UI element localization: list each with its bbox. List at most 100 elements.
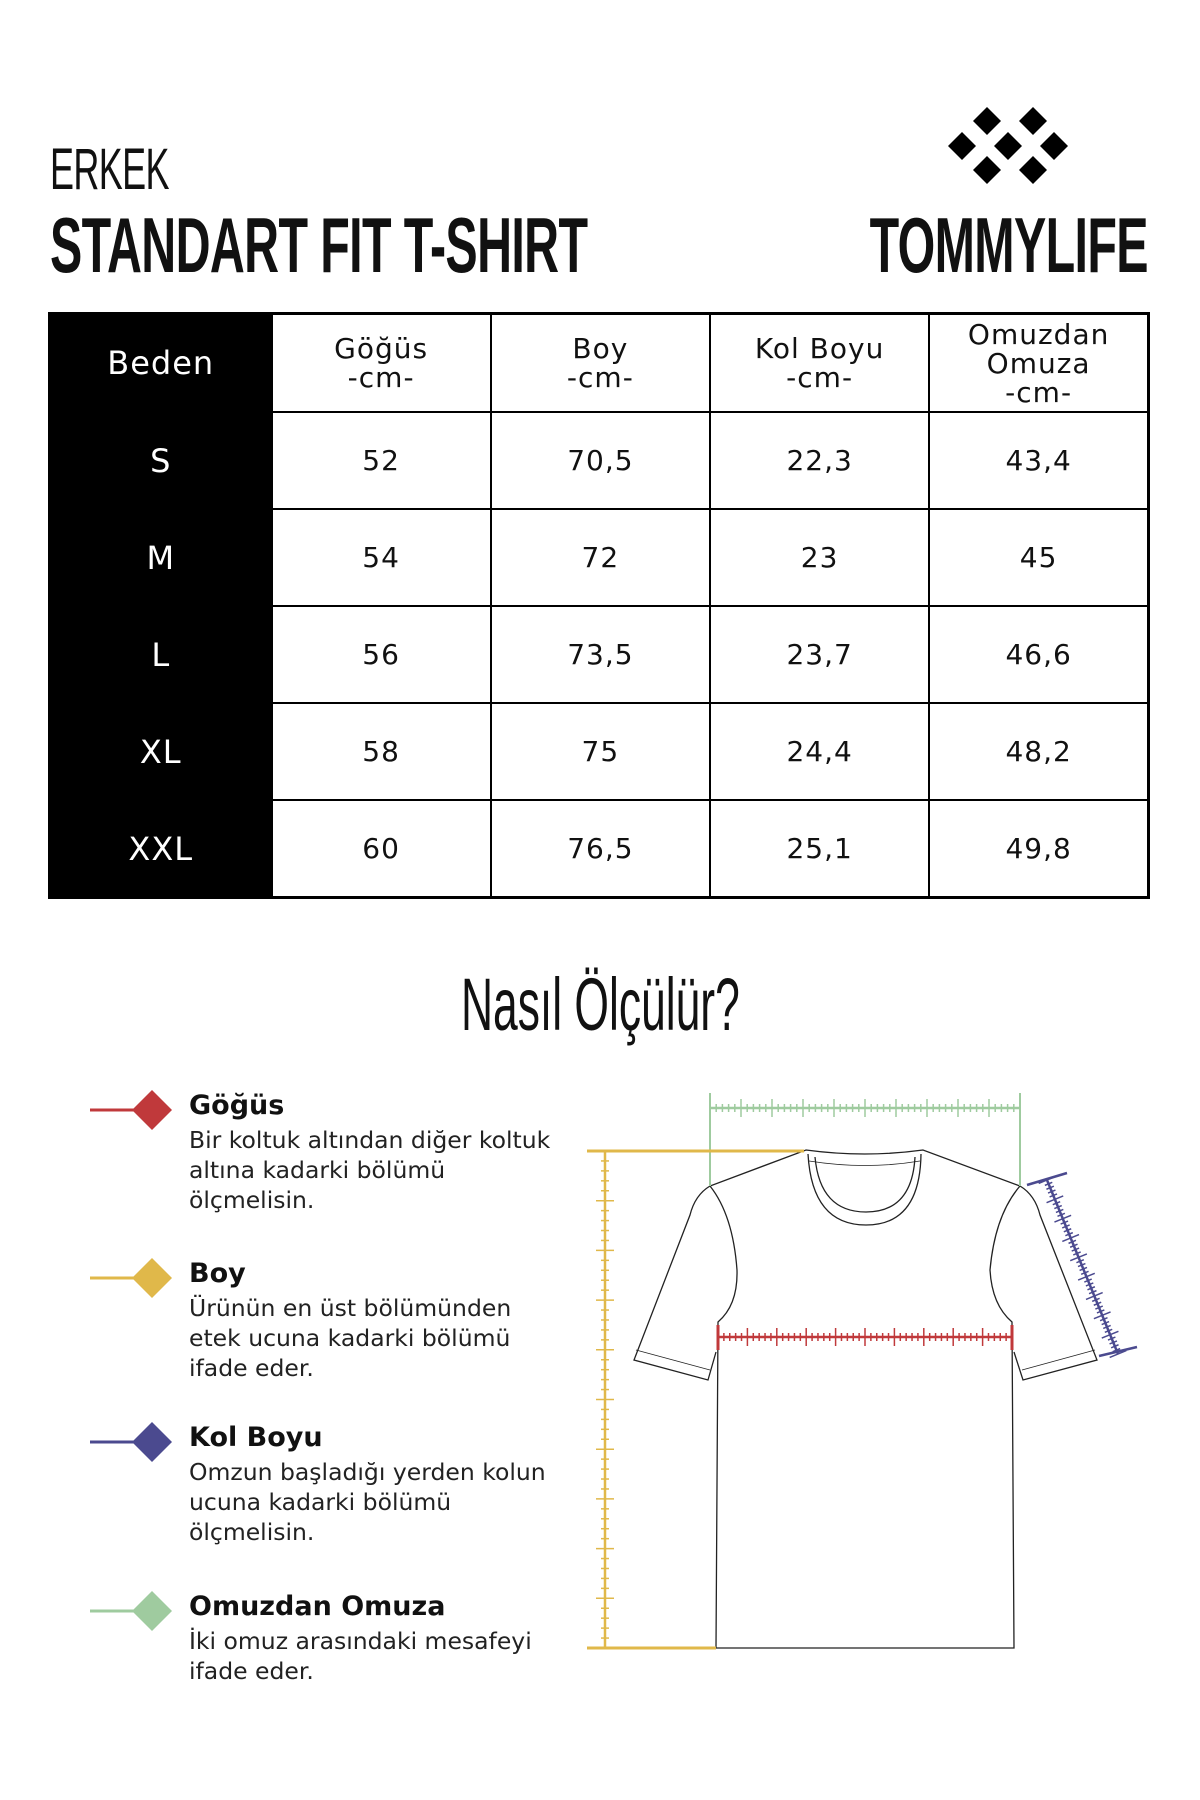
sleeve-ruler-tick [1038, 1175, 1056, 1185]
sleeve-ruler-tick [1101, 1320, 1110, 1326]
sleeve-ruler-tick [1079, 1266, 1088, 1272]
measurement-cell: 48,2 [928, 702, 1150, 801]
sleeve-ruler-tick [1093, 1311, 1111, 1320]
size-cell: L [48, 605, 273, 704]
measurement-cell: 75 [489, 702, 712, 801]
measurement-cell: 46,6 [928, 605, 1150, 704]
legend-item: Omuzdan Omuza İki omuz arasındaki mesafey… [189, 1591, 569, 1686]
legend-diamond-icon [132, 1258, 172, 1298]
sleeve-ruler-tick [1085, 1291, 1103, 1301]
size-table: Beden Göğüs -cm- Boy -cm- Kol Boyu -cm- Omu… [48, 312, 1150, 899]
measurement-cell: 73,5 [489, 605, 712, 704]
diamond-cluster-logo-icon [948, 107, 1068, 184]
legend-title: Kol Boyu [189, 1422, 323, 1453]
sleeve-ruler-tick [1087, 1286, 1096, 1291]
measurement-cell: 25,1 [708, 799, 931, 899]
measurement-cell: 60 [270, 799, 492, 899]
legend-item: Kol Boyu Omzun başladığı yerden kolun ucu… [189, 1422, 569, 1547]
guide-title: Nasıl Ölçülür? [460, 963, 740, 1046]
sleeve-ruler-tick [1072, 1251, 1081, 1256]
subtitle: ERKEK [50, 137, 169, 202]
sleeve-ruler-tick [1062, 1233, 1080, 1243]
measurement-cell: 72 [489, 508, 712, 607]
measurement-cell: 52 [270, 411, 492, 510]
sleeve-ruler-tick [1044, 1181, 1053, 1187]
sleeve-ruler-tick [1077, 1262, 1086, 1268]
legend-description: Ürünün en üst bölümünden etek ucuna kada… [189, 1294, 512, 1382]
sleeve-ruler-tick [1085, 1282, 1094, 1287]
sleeve-ruler-tick [1107, 1336, 1116, 1341]
legend-description: İki omuz arasındaki mesafeyi ifade eder. [189, 1627, 532, 1685]
measurement-cell: 22,3 [708, 411, 931, 510]
table-header-row: Beden Göğüs -cm- Boy -cm- Kol Boyu -cm- Omu… [48, 312, 1150, 413]
sleeve-ruler-tick [1104, 1328, 1113, 1334]
page-title: STANDART FIT T-SHIRT [50, 201, 588, 289]
size-cell: XL [48, 702, 273, 801]
sleeve-ruler-tick [1055, 1208, 1064, 1214]
sleeve-guide [1026, 1171, 1068, 1187]
sleeve-ruler-tick [1046, 1195, 1064, 1204]
measurement-cell: 56 [270, 605, 492, 704]
sleeve-ruler-tick [1047, 1189, 1056, 1194]
column-header: Boy -cm- [489, 312, 712, 413]
legend-diamond-icon [132, 1422, 172, 1462]
table-row: XL 58 75 24,4 48,2 [48, 702, 1150, 801]
sleeve-ruler-tick [1068, 1239, 1077, 1245]
legend-item: Boy Ürünün en üst bölümünden etek ucuna k… [189, 1258, 569, 1383]
legend-title: Boy [189, 1258, 246, 1289]
table-row: XXL 60 76,5 25,1 49,8 [48, 799, 1150, 899]
legend-description: Omzun başladığı yerden kolun ucuna kadar… [189, 1458, 546, 1546]
brand-name: TOMMYLIFE [869, 201, 1149, 289]
measurement-cell: 76,5 [489, 799, 712, 899]
sleeve-ruler-tick [1076, 1258, 1085, 1264]
column-header: Kol Boyu -cm- [708, 312, 931, 413]
legend-item: Göğüs Bir koltuk altından diğer koltuk al… [189, 1090, 569, 1215]
tshirt-outline [633, 1149, 1098, 1649]
legend-title: Omuzdan Omuza [189, 1591, 446, 1622]
size-cell: S [48, 411, 273, 510]
sleeve-ruler-tick [1046, 1185, 1055, 1190]
sleeve-ruler-tick [1060, 1220, 1069, 1225]
sleeve-ruler-tick [1102, 1324, 1111, 1330]
sleeve-ruler-tick [1110, 1344, 1119, 1349]
sleeve-ruler-tick [1071, 1247, 1080, 1252]
sleeve-ruler-tick [1054, 1204, 1063, 1210]
measurement-cell: 49,8 [928, 799, 1150, 899]
sleeve-ruler-tick [1069, 1243, 1078, 1248]
legend-description: Bir koltuk altından diğer koltuk altına … [189, 1126, 551, 1214]
sleeve-ruler-tick [1091, 1297, 1100, 1303]
measurement-cell: 43,4 [928, 411, 1150, 510]
measurement-cell: 70,5 [489, 411, 712, 510]
sleeve-ruler [1045, 1179, 1120, 1355]
sleeve-ruler-tick [1084, 1278, 1093, 1283]
measurement-cell: 23 [708, 508, 931, 607]
legend-diamond-icon [132, 1090, 172, 1130]
sleeve-ruler-tick [1096, 1309, 1105, 1314]
sleeve-ruler-tick [1052, 1200, 1061, 1206]
size-cell: M [48, 508, 273, 607]
measurement-cell: 45 [928, 508, 1150, 607]
sleeve-ruler-tick [1061, 1224, 1070, 1229]
sleeve-ruler-tick [1101, 1330, 1119, 1339]
column-header: Göğüs -cm- [270, 312, 492, 413]
sleeve-ruler-tick [1093, 1301, 1102, 1306]
sleeve-ruler-tick [1054, 1214, 1072, 1223]
measurement-cell: 54 [270, 508, 492, 607]
size-cell: XXL [48, 799, 273, 899]
column-header: Beden [48, 312, 273, 413]
table-row: M 54 72 23 45 [48, 508, 1150, 607]
sleeve-ruler-tick [1080, 1270, 1089, 1276]
measurement-cell: 58 [270, 702, 492, 801]
sleeve-ruler-tick [1109, 1340, 1118, 1345]
measurement-cell: 24,4 [708, 702, 931, 801]
sleeve-ruler-tick [1069, 1253, 1088, 1262]
table-row: L 56 73,5 23,7 46,6 [48, 605, 1150, 704]
sleeve-ruler-tick [1049, 1193, 1058, 1198]
sleeve-ruler-tick [1088, 1289, 1097, 1295]
sleeve-ruler-tick [1063, 1228, 1072, 1233]
sleeve-ruler-tick [1095, 1305, 1104, 1310]
sleeve-ruler-tick [1099, 1316, 1108, 1322]
legend-title: Göğüs [189, 1090, 285, 1121]
sleeve-ruler-tick [1077, 1272, 1096, 1281]
